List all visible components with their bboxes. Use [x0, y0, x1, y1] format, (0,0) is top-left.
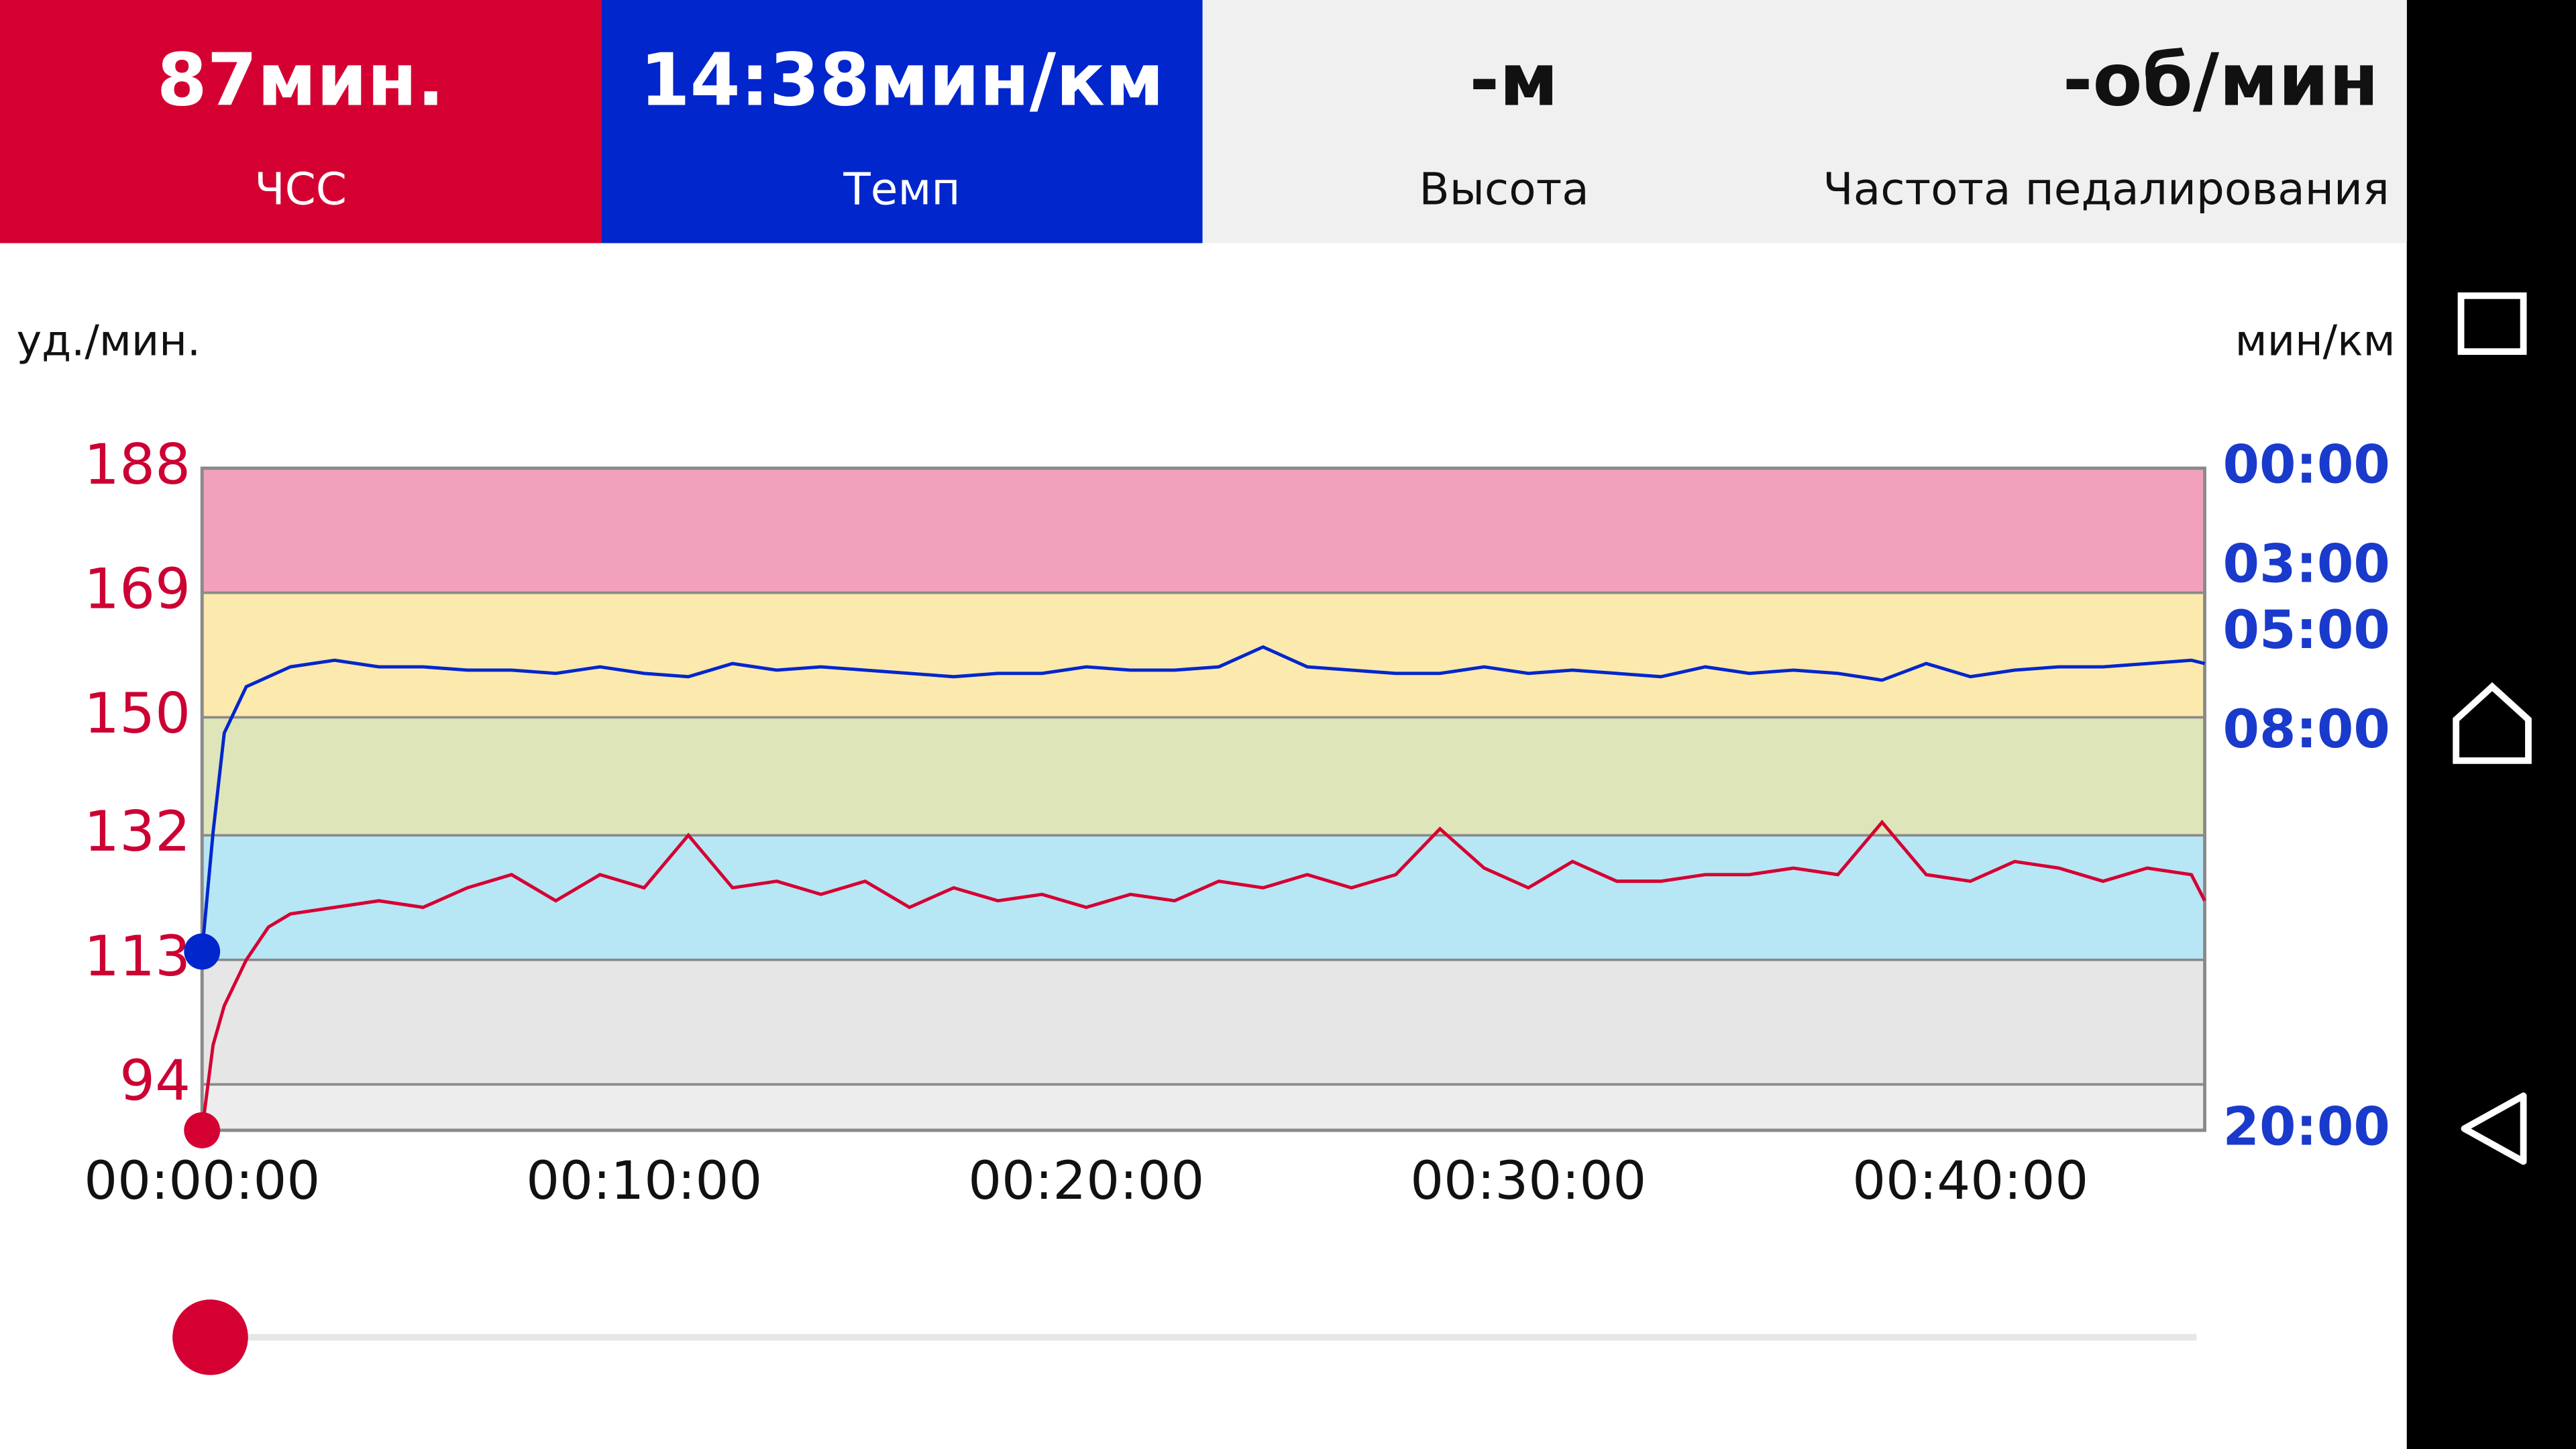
home-button[interactable] [2453, 682, 2532, 764]
start-marker [184, 933, 221, 970]
x-tick-label: 00:30:00 [1410, 1150, 1646, 1212]
y-tick-label: 132 [84, 799, 191, 864]
header-tile[interactable] [0, 0, 602, 244]
header-tile[interactable] [1805, 0, 2407, 244]
y2-tick-label: 00:00 [2222, 434, 2390, 495]
back-button[interactable] [2461, 1092, 2527, 1165]
slider-thumb[interactable] [172, 1299, 248, 1375]
header-tile[interactable] [601, 0, 1203, 244]
y2-axis-label: мин/км [2235, 316, 2396, 366]
tile-label: Частота педалирования [1823, 164, 2389, 215]
y2-tick-label: 20:00 [2222, 1096, 2390, 1157]
hr-zone [202, 835, 2205, 960]
y2-tick-label: 08:00 [2222, 699, 2390, 760]
tile-label: ЧСС [254, 164, 347, 215]
series-line [200, 819, 2206, 1131]
tile-label: Темп [843, 164, 960, 215]
hr-zone [202, 959, 2205, 1085]
nav-bar [2406, 0, 2576, 1449]
tile-value: 14:38мин/км [640, 39, 1165, 123]
header-tile[interactable] [1202, 0, 1806, 244]
hr-zone [202, 717, 2205, 836]
tile-value: 87мин. [157, 39, 445, 123]
x-tick-label: 00:10:00 [526, 1150, 762, 1212]
tile-label: Высота [1419, 164, 1589, 215]
hr-zone [202, 1084, 2205, 1130]
y-tick-label: 188 [84, 432, 191, 497]
y2-tick-label: 05:00 [2222, 600, 2390, 661]
recents-button[interactable] [2457, 292, 2527, 355]
tile-value: -об/мин [2063, 39, 2379, 123]
plot-frame [200, 466, 2206, 1132]
series-line [200, 645, 2206, 952]
hr-zone [202, 468, 2205, 593]
y-axis-label: уд./мин. [16, 316, 201, 366]
x-tick-label: 00:20:00 [968, 1150, 1204, 1212]
y2-tick-label: 03:00 [2222, 533, 2390, 594]
y-tick-label: 113 [84, 924, 191, 989]
y-tick-label: 169 [84, 557, 191, 622]
hr-zone [202, 592, 2205, 718]
x-tick-label: 00:00:00 [84, 1150, 320, 1212]
start-marker [184, 1112, 221, 1148]
x-tick-label: 00:40:00 [1852, 1150, 2088, 1212]
y-tick-label: 150 [84, 681, 191, 746]
tile-value: -м [1469, 39, 1558, 123]
y-tick-label: 94 [119, 1048, 191, 1113]
